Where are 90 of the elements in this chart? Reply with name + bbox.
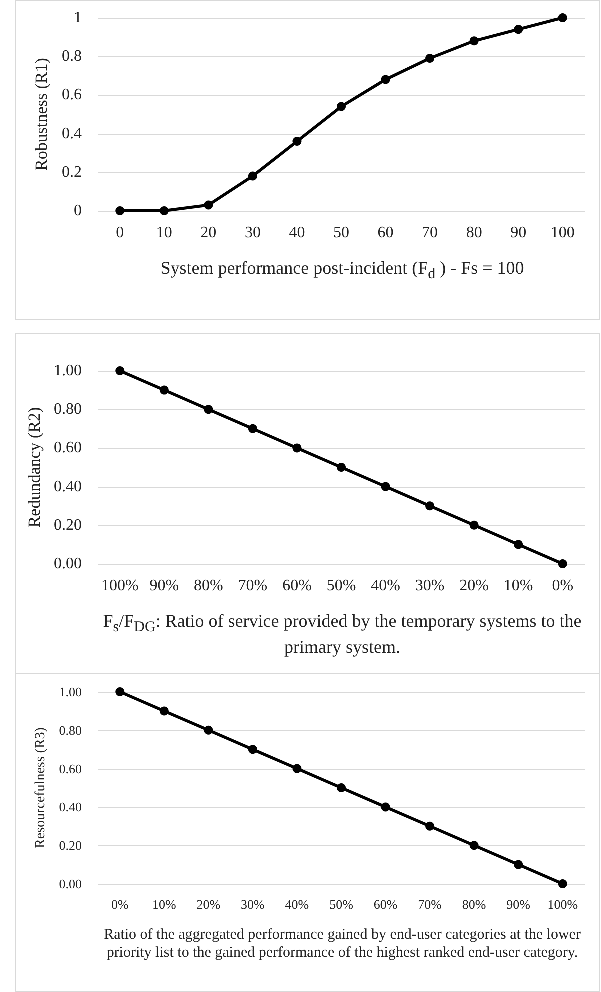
y-tick-label: 0.80 bbox=[59, 722, 82, 738]
x-tick-label: 10% bbox=[504, 578, 534, 594]
point bbox=[248, 172, 258, 181]
x-tick-label: 90% bbox=[150, 578, 180, 594]
point bbox=[204, 200, 214, 210]
point bbox=[116, 206, 125, 216]
y-tick-label: 0.4 bbox=[62, 125, 82, 142]
y-tick-label: 0.60 bbox=[59, 761, 82, 776]
x-tick-label: 20 bbox=[200, 224, 217, 242]
x-axis-title: Ratio of the aggregated performance gained by end-user categories at the lower priority list to the gained performance of the highest ranked end-user category. bbox=[103, 926, 582, 962]
x-tick-label: 100 bbox=[550, 224, 575, 242]
y-axis-title: Robustness (R1) bbox=[32, 58, 51, 171]
x-tick-label: 90% bbox=[506, 897, 531, 912]
x-tick-label: 40% bbox=[285, 897, 310, 912]
point bbox=[160, 206, 169, 216]
point bbox=[337, 784, 346, 792]
y-tick-label: 0.60 bbox=[54, 440, 82, 457]
y-tick-label: 0.6 bbox=[62, 86, 82, 104]
y-tick-label: 1.00 bbox=[54, 362, 82, 380]
point bbox=[470, 841, 479, 850]
x-tick-label: 80% bbox=[194, 578, 224, 594]
x-tick-label: 20% bbox=[460, 578, 489, 594]
point bbox=[470, 36, 479, 46]
x-tick-label: 50 bbox=[334, 224, 350, 242]
x-tick-label: 30% bbox=[415, 578, 445, 594]
y-tick-label: 0.8 bbox=[62, 48, 82, 66]
x-tick-label: 30 bbox=[244, 224, 261, 242]
x-tick-label: 20% bbox=[196, 897, 221, 912]
x-tick-label: 40% bbox=[371, 578, 400, 594]
x-tick-label: 50% bbox=[330, 897, 354, 912]
y-tick-label: 1.00 bbox=[59, 684, 82, 700]
point bbox=[292, 137, 302, 146]
x-tick-label: 100% bbox=[101, 578, 139, 594]
x-tick-label: 0% bbox=[111, 897, 129, 912]
point bbox=[337, 102, 346, 112]
y-tick-label: 0.40 bbox=[59, 800, 82, 815]
point bbox=[381, 802, 390, 812]
point bbox=[204, 726, 214, 735]
y-tick-label: 0.40 bbox=[54, 478, 82, 496]
x-axis-title: F$_{s}$/F$_{DG}$: Ratio of service provided by the temporary systems to the primary system. bbox=[102, 611, 583, 658]
x-tick-label: 70% bbox=[418, 897, 442, 912]
point bbox=[292, 444, 302, 453]
y-tick-label: 0.20 bbox=[59, 838, 82, 854]
point bbox=[116, 366, 125, 376]
point bbox=[381, 482, 390, 492]
point bbox=[558, 880, 568, 888]
point bbox=[514, 860, 524, 870]
point bbox=[426, 822, 435, 831]
point bbox=[514, 540, 524, 550]
x-tick-label: 70% bbox=[238, 578, 268, 594]
x-tick-label: 90 bbox=[510, 224, 527, 242]
point bbox=[558, 14, 568, 22]
y-tick-label: 0.20 bbox=[54, 516, 82, 534]
point bbox=[160, 386, 169, 395]
x-tick-label: 0 bbox=[116, 224, 124, 242]
y-tick-label: 0.00 bbox=[59, 876, 82, 892]
x-tick-label: 70 bbox=[422, 224, 438, 242]
point bbox=[248, 745, 258, 754]
x-tick-label: 60 bbox=[378, 224, 394, 242]
point bbox=[426, 502, 435, 511]
x-tick-label: 60% bbox=[282, 578, 312, 594]
point bbox=[558, 560, 568, 568]
y-axis-title: Redundancy (R2) bbox=[25, 407, 44, 528]
point bbox=[116, 688, 125, 696]
point bbox=[381, 75, 390, 84]
point bbox=[292, 764, 302, 774]
y-axis-title: Resourcefulness (R3) bbox=[34, 727, 48, 848]
x-tick-label: 0% bbox=[552, 578, 574, 594]
point bbox=[426, 54, 435, 64]
point bbox=[204, 405, 214, 414]
x-tick-label: 10 bbox=[156, 224, 172, 242]
y-tick-label: 0.2 bbox=[62, 164, 82, 181]
point bbox=[514, 25, 524, 34]
x-tick-label: 80 bbox=[466, 224, 482, 242]
y-tick-label: 1 bbox=[74, 10, 82, 26]
point bbox=[337, 463, 346, 472]
point bbox=[470, 520, 479, 530]
x-tick-label: 40 bbox=[289, 224, 306, 242]
y-tick-label: 0.00 bbox=[54, 556, 82, 572]
x-axis-title: System performance post-incident (F$_{d}$ ) - Fs = 100 bbox=[160, 258, 526, 284]
x-tick-label: 30% bbox=[241, 897, 266, 912]
x-tick-label: 80% bbox=[462, 897, 486, 912]
point bbox=[160, 706, 169, 716]
point bbox=[248, 424, 258, 434]
x-tick-label: 50% bbox=[326, 578, 356, 594]
x-tick-label: 100% bbox=[548, 897, 578, 912]
x-tick-label: 60% bbox=[374, 897, 398, 912]
y-tick-label: 0 bbox=[74, 202, 82, 220]
x-tick-label: 10% bbox=[152, 897, 176, 912]
y-tick-label: 0.80 bbox=[54, 401, 82, 418]
